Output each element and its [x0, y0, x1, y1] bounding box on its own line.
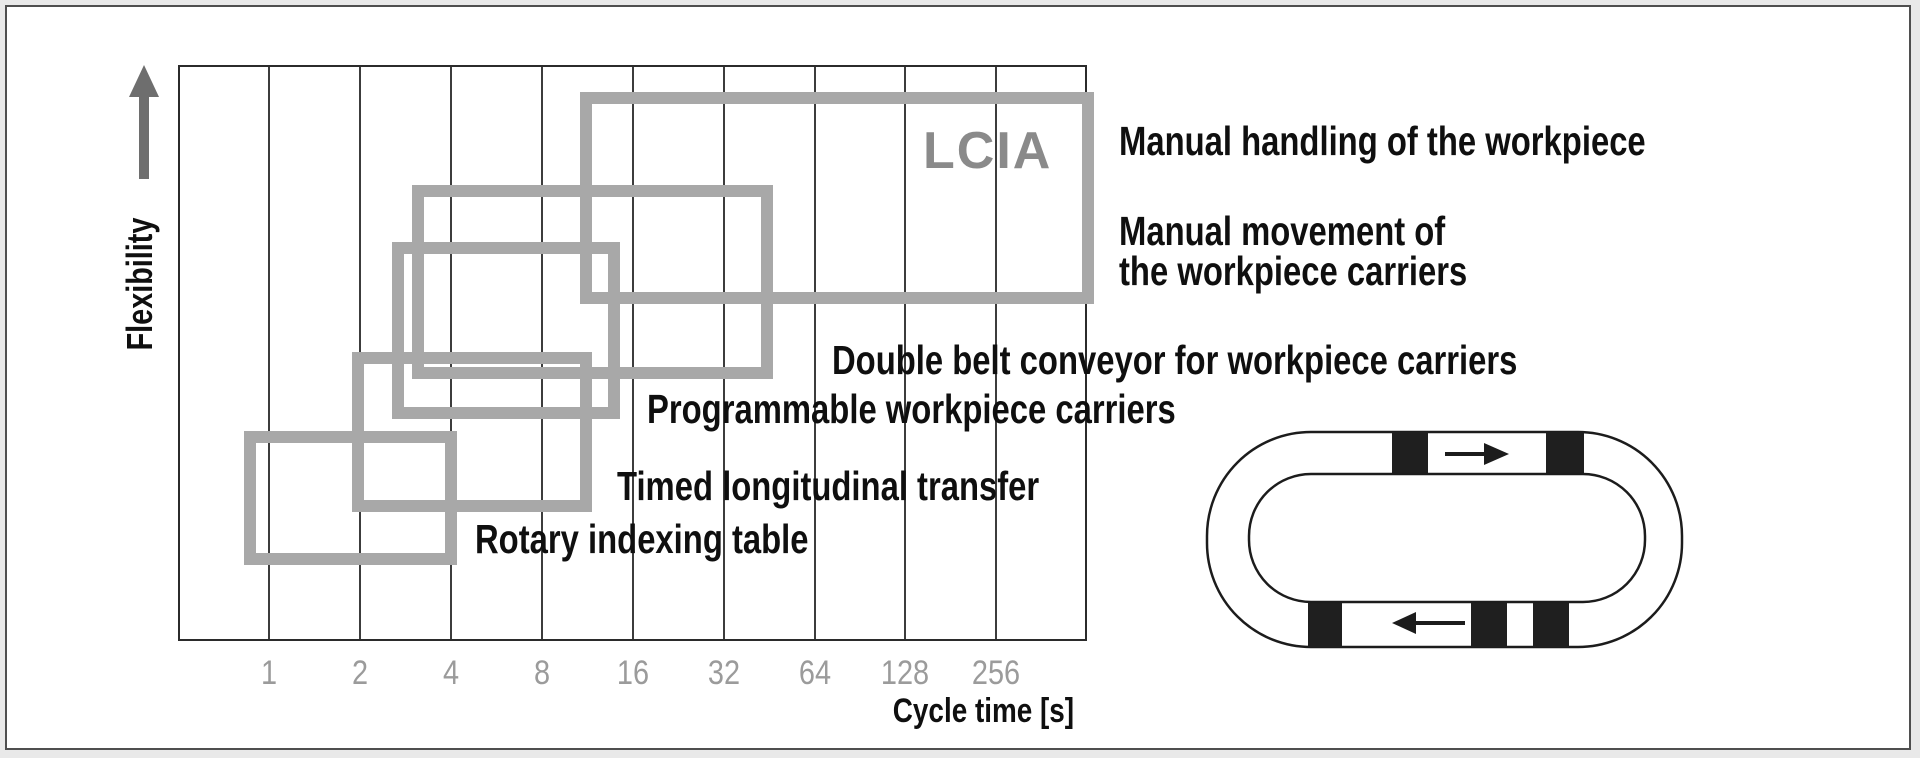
- carrier-block-top-1: [1392, 432, 1428, 476]
- box-rotary-table: [244, 431, 457, 565]
- label-manual-movement-line1: Manual movement of: [1119, 208, 1446, 254]
- tick-64: 64: [798, 654, 832, 692]
- plot-frame: [178, 65, 1087, 641]
- gridline-1: [268, 67, 270, 639]
- carrier-block-bottom-1: [1308, 599, 1342, 647]
- x-axis-label: Cycle time [s]: [892, 692, 1074, 730]
- y-axis-label: Flexibility: [119, 217, 160, 351]
- box-double-belt: [412, 185, 773, 379]
- label-programmable: Programmable workpiece carriers: [647, 386, 1176, 432]
- label-double-belt: Double belt conveyor for workpiece carri…: [832, 337, 1518, 383]
- gridline-32: [723, 67, 725, 639]
- tick-128: 128: [880, 654, 930, 692]
- flexibility-arrow-shaft: [139, 95, 149, 179]
- tick-256: 256: [971, 654, 1021, 692]
- gridline-128: [904, 67, 906, 639]
- tick-32: 32: [707, 654, 741, 692]
- conveyor-inner-track: [1247, 472, 1647, 604]
- label-manual-movement-line2: the workpiece carriers: [1119, 248, 1468, 294]
- conveyor-loop-diagram: [1205, 430, 1684, 649]
- flexibility-arrow-icon: [129, 65, 159, 97]
- tick-4: 4: [442, 654, 460, 692]
- bottom-belt-left-arrow-icon: [1392, 612, 1465, 634]
- gridline-256: [995, 67, 997, 639]
- lcia-watermark: LCIA: [923, 122, 1053, 180]
- tick-8: 8: [533, 654, 551, 692]
- label-manual-handling: Manual handling of the workpiece: [1119, 118, 1646, 164]
- carrier-block-top-2: [1546, 432, 1584, 476]
- box-programmable: [392, 242, 620, 419]
- tick-2: 2: [351, 654, 369, 692]
- label-timed-transfer: Timed longitudinal transfer: [617, 463, 1040, 509]
- gridline-64: [814, 67, 816, 639]
- carrier-block-bottom-3: [1533, 599, 1569, 647]
- top-belt-right-arrow-icon: [1445, 443, 1509, 465]
- label-rotary-table: Rotary indexing table: [475, 516, 809, 562]
- tick-1: 1: [260, 654, 278, 692]
- tick-16: 16: [616, 654, 650, 692]
- carrier-blocks: [1308, 432, 1584, 647]
- gridline-16: [632, 67, 634, 639]
- figure-frame: LCIA Flexibility 1 2 4 8 16 32 64 128 25…: [5, 5, 1911, 750]
- box-manual-handling: [580, 92, 1094, 304]
- carrier-block-bottom-2: [1471, 599, 1507, 647]
